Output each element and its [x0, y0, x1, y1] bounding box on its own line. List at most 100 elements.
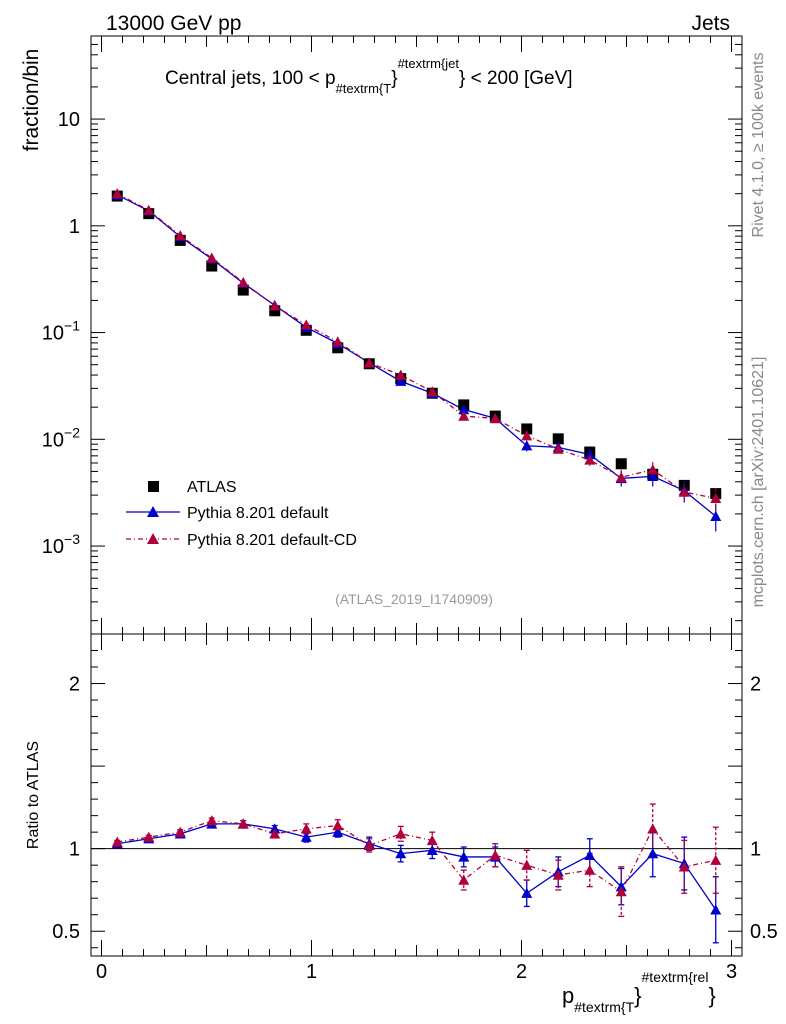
default-cd-data-point — [584, 454, 596, 465]
default-cd-ratio-point — [615, 886, 627, 897]
legend-label-default: Pythia 8.201 default — [187, 505, 329, 522]
atlas-data-point — [206, 260, 218, 272]
xtick-label: 3 — [726, 961, 737, 983]
default-data-point — [521, 440, 533, 451]
ratio-ytick-label-right: 1 — [750, 839, 761, 861]
xtick-label: 0 — [96, 961, 107, 983]
ytick-base: 10 — [42, 323, 64, 345]
default-cd-ratio-point — [489, 849, 501, 860]
ytick-exponent: −1 — [64, 318, 80, 334]
title-suffix: } < 200 [GeV] — [459, 68, 573, 89]
ytick-base: 10 — [42, 429, 64, 451]
ratio-axes: 2 2 1 1 0.5 0.5 — [52, 633, 778, 949]
default-cd-data-point — [269, 300, 281, 311]
default-ratio-line — [117, 823, 717, 911]
default-ratio-point — [710, 904, 722, 915]
ytick-exponent: −2 — [64, 424, 80, 440]
atlas-data-point — [237, 284, 249, 296]
default-cd-data-point — [111, 188, 123, 199]
default-cd-ratio-point — [206, 815, 218, 826]
default-cd-data-point — [426, 386, 438, 397]
atlas-data-point — [615, 458, 627, 470]
default-cd-data-point — [489, 412, 501, 424]
main-ytick-label: 1 — [69, 216, 80, 238]
legend-marker-atlas — [148, 481, 159, 492]
legend-label-default-cd: Pythia 8.201 default-CD — [187, 532, 357, 549]
x-axes: 0 1 2 3 — [96, 36, 737, 983]
default-cd-data-point — [710, 492, 722, 503]
analysis-id: (ATLAS_2019_I1740909) — [335, 591, 493, 607]
default-ratio-point — [426, 844, 438, 855]
default-cd-ratio-point — [332, 820, 344, 831]
legend: ATLAS Pythia 8.201 default Pythia 8.201 … — [126, 479, 357, 549]
atlas-data-point — [552, 433, 564, 445]
default-cd-ratio-point — [363, 839, 375, 851]
default-ratio-point — [584, 849, 596, 860]
xtick-label: 1 — [306, 961, 317, 983]
default-cd-ratio-point — [143, 831, 155, 842]
default-cd-ratio-point — [300, 823, 312, 834]
title-prefix: Central jets, 100 < p — [165, 68, 336, 89]
ytick-exponent: −3 — [64, 531, 80, 547]
atlas-data-point — [269, 305, 281, 317]
default-ratio-point — [332, 826, 344, 837]
ratio-marks — [111, 803, 722, 944]
default-cd-data-point — [206, 252, 218, 263]
main-ylabel: fraction/bin — [20, 49, 43, 152]
xlabel-main: p — [562, 983, 574, 1008]
ratio-ylabel: Ratio to ATLAS — [25, 741, 42, 849]
source-label: mcplots.cern.ch [arXiv:2401.10621] — [750, 357, 767, 608]
ratio-ytick-label-right: 0.5 — [750, 921, 778, 943]
default-cd-ratio-point — [678, 861, 690, 872]
default-data-point — [395, 375, 407, 386]
default-ratio-point — [647, 848, 659, 859]
ytick-base: 1 — [69, 216, 80, 238]
default-cd-ratio-point — [395, 828, 407, 839]
ratio-panel-frame — [90, 633, 743, 957]
ytick-base: 10 — [58, 109, 80, 131]
default-data-point — [710, 510, 722, 521]
title-sup: #textrm{jet — [398, 56, 460, 71]
default-cd-ratio-point — [237, 818, 249, 829]
ratio-ytick-label: 2 — [69, 674, 80, 696]
default-cd-ratio-point — [710, 854, 722, 865]
default-cd-ratio-point — [552, 869, 564, 880]
ratio-ytick-label: 0.5 — [52, 921, 80, 943]
default-ratio-point — [300, 831, 312, 842]
default-cd-ratio-point — [458, 874, 470, 885]
default-cd-data-point — [458, 410, 470, 421]
default-cd-series-line — [116, 193, 716, 499]
default-cd-ratio-line — [117, 819, 716, 893]
ytick-base: 10 — [42, 536, 64, 558]
xaxis-label: p#textrm{T}#textrm{rel} — [562, 969, 716, 1015]
default-ratio-point — [521, 887, 533, 898]
default-data-point — [647, 470, 659, 481]
rivet-version-label: Rivet 4.1.0, ≥ 100k events — [750, 53, 767, 238]
default-cd-ratio-point — [269, 828, 281, 839]
main-ytick-label: 10−3 — [42, 531, 80, 558]
default-cd-data-point — [332, 336, 344, 347]
xlabel-end: } — [708, 983, 715, 1008]
default-cd-data-point — [678, 486, 690, 497]
xtick-label: 2 — [516, 961, 527, 983]
xlabel-sup: #textrm{rel — [642, 969, 709, 985]
default-cd-ratio-point — [521, 859, 533, 870]
default-cd-ratio-point — [426, 834, 438, 846]
xlabel-mid: } — [634, 983, 641, 1008]
ratio-ytick-label: 1 — [69, 839, 80, 861]
category-label: Jets — [691, 12, 730, 35]
default-cd-data-point — [395, 369, 407, 380]
default-cd-data-point — [647, 464, 659, 475]
title-mid: } — [391, 68, 397, 89]
ratio-ytick-label-right: 2 — [750, 674, 761, 696]
default-cd-data-point — [521, 430, 533, 441]
default-cd-ratio-point — [647, 823, 659, 834]
atlas-data-point — [521, 423, 533, 435]
energy-label: 13000 GeV pp — [106, 12, 241, 35]
default-cd-data-point — [615, 471, 627, 483]
main-ytick-label: 10 — [58, 109, 80, 131]
default-cd-ratio-point — [584, 864, 596, 875]
default-data-point — [458, 404, 470, 415]
